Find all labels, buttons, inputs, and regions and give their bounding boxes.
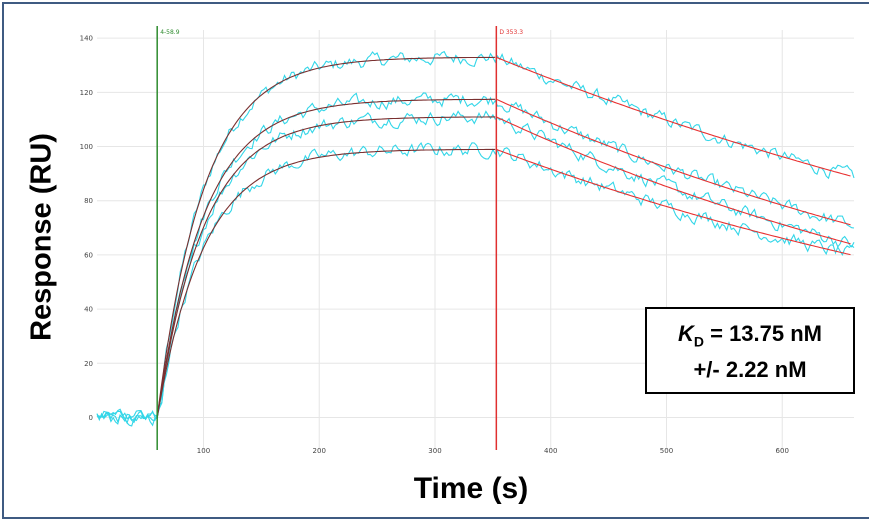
tick-labels: 0 20 40 60 80 100 120 140 100 200 300 400 500 600 [80, 35, 789, 455]
kd-symbol: K [677, 321, 694, 346]
y-tick-label: 100 [80, 143, 93, 151]
y-tick-label: 140 [80, 35, 93, 43]
x-axis-label: Time (s) [413, 472, 529, 505]
dissociation-fit-2 [496, 98, 851, 226]
kd-error-line: +/- 2.22 nM [693, 357, 807, 382]
y-tick-label: 40 [84, 306, 93, 314]
y-tick-label: 20 [84, 360, 93, 368]
dissociation-fit-3 [496, 116, 851, 245]
event-markers: 4-58.9 D 353.3 [156, 26, 523, 450]
data-trace-2 [96, 92, 855, 427]
x-tick-label: 400 [544, 447, 557, 455]
y-axis-label: Response (RU) [25, 133, 58, 341]
event-marker-label-1: 4-58.9 [160, 29, 180, 36]
kd-subscript: D [693, 333, 704, 350]
association-fit-4 [156, 148, 496, 418]
x-tick-label: 200 [313, 447, 326, 455]
y-tick-label: 60 [84, 251, 93, 259]
kd-value-line: KD = 13.75 nM [647, 321, 853, 349]
dissociation-fit-1 [496, 56, 851, 177]
sensorgram-chart: 0 20 40 60 80 100 120 140 100 200 300 400 500 600 4-5… [80, 26, 855, 455]
fit-curves [156, 56, 851, 418]
x-tick-label: 500 [660, 447, 673, 455]
dissociation-fit-4 [496, 148, 851, 256]
association-fit-1 [156, 56, 496, 418]
data-trace-1 [96, 50, 855, 424]
y-tick-label: 0 [89, 414, 93, 422]
association-fit-2 [156, 98, 496, 418]
y-tick-label: 80 [84, 197, 93, 205]
association-fit-3 [156, 116, 496, 418]
x-tick-label: 300 [428, 447, 441, 455]
kd-annotation-box: KD = 13.75 nM +/- 2.22 nM [645, 307, 855, 394]
figure-frame: 0 20 40 60 80 100 120 140 100 200 300 400 500 600 4-5… [2, 2, 869, 519]
event-marker-label-2: D 353.3 [499, 29, 523, 36]
kd-value: = 13.75 nM [704, 321, 823, 346]
x-tick-label: 600 [776, 447, 789, 455]
x-tick-label: 100 [197, 447, 210, 455]
y-tick-label: 120 [80, 89, 93, 97]
